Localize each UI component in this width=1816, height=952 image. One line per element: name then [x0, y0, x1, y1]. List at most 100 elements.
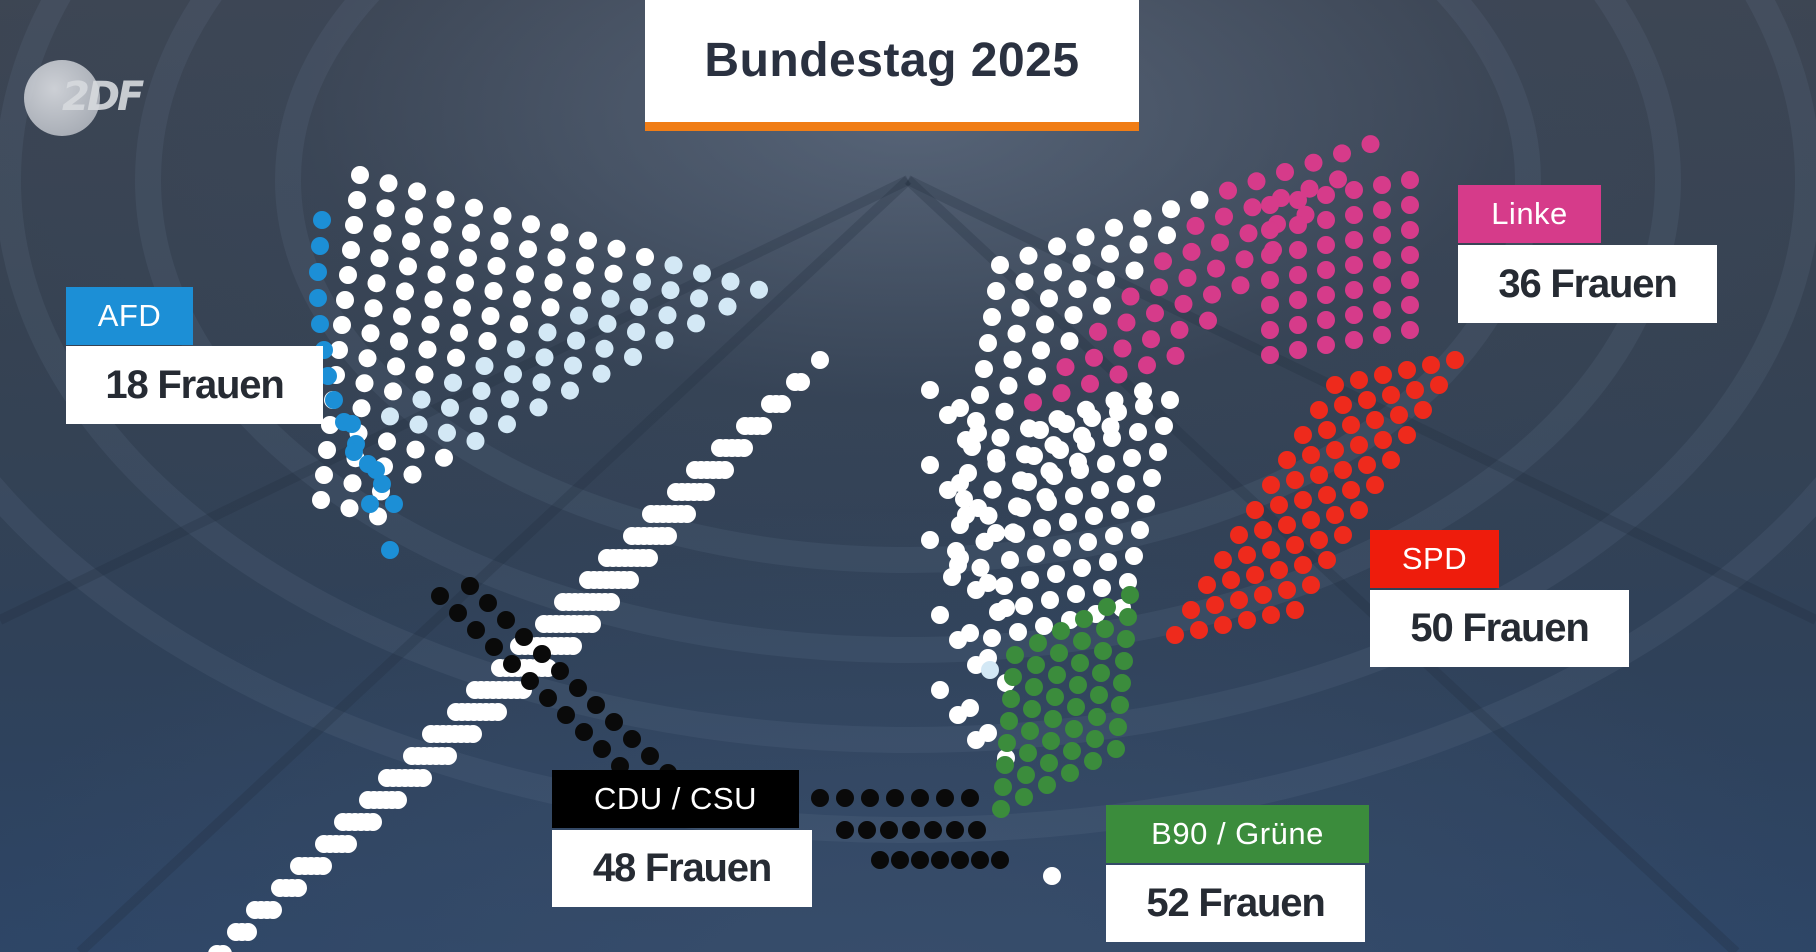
seat-dot-cdu-csu: [659, 527, 677, 545]
seat-dot-cdu-csu: [880, 821, 898, 839]
seat-dot-white: [1072, 254, 1091, 273]
seat-dot-cdu-csu: [289, 879, 307, 897]
seat-dot-white: [544, 273, 563, 292]
seat-dot-cdu-csu: [623, 730, 641, 748]
seat-dot-white: [1047, 565, 1065, 583]
seat-dot-white: [1019, 246, 1038, 265]
seat-dot-white: [1052, 384, 1071, 403]
seat-dot-white: [995, 402, 1014, 421]
seat-dot-spd: [1334, 396, 1352, 414]
seat-dot-b90-gruene: [1065, 720, 1083, 738]
seat-dot-b90-gruene: [1015, 788, 1033, 806]
seat-dot-linke: [1401, 321, 1419, 339]
seat-dot-white: [1009, 623, 1027, 641]
seat-dot-spd: [1342, 481, 1360, 499]
seat-dot-white: [576, 256, 594, 275]
seat-dot-b90-gruene: [1052, 622, 1070, 640]
seat-dot-spd: [1198, 576, 1216, 594]
seat-dot-white: [1051, 441, 1069, 459]
seat-dot-cdu-csu: [641, 747, 659, 765]
seat-dot-linke: [1345, 331, 1363, 349]
seat-dot-white: [564, 356, 582, 375]
seat-dot-white: [1083, 409, 1101, 427]
seat-dot-white: [1129, 423, 1147, 441]
seat-dot-white: [624, 348, 642, 366]
seat-dot-white: [949, 706, 967, 724]
seat-dot-spd: [1334, 526, 1352, 544]
seat-dot-white: [478, 332, 497, 350]
seat-dot-white: [321, 416, 339, 434]
seat-dot-white: [1024, 393, 1042, 412]
seat-dot-b90-gruene: [1098, 598, 1116, 616]
seat-dot-white: [378, 432, 396, 451]
seat-dot-b90-gruene: [1084, 752, 1102, 770]
seat-dot-white: [504, 365, 522, 384]
seat-dot-cdu-csu: [515, 628, 533, 646]
seat-dot-cdu-csu: [836, 821, 854, 839]
seat-dot-spd: [1350, 436, 1368, 454]
seat-dot-spd: [1230, 526, 1248, 544]
seat-dot-white: [1031, 421, 1049, 439]
seat-dot-b90-gruene: [1002, 690, 1020, 708]
seat-dot-linke: [1261, 271, 1279, 289]
seat-dot-white: [1053, 539, 1071, 557]
seat-dot-white: [351, 166, 369, 184]
seat-dot-cdu-csu: [792, 373, 810, 391]
seat-dot-linke: [1289, 266, 1307, 284]
party-count-afd: 18 Frauen: [66, 346, 323, 424]
seat-dot-white: [390, 332, 408, 351]
seat-dot-white: [1211, 233, 1229, 252]
seat-dot-white: [971, 386, 989, 404]
seat-dot-white: [1003, 350, 1022, 369]
seat-dot-linke: [1317, 336, 1335, 354]
seat-dot-white: [1067, 585, 1085, 603]
seat-dot-afd: [381, 541, 399, 559]
party-count-cdu-csu: 48 Frauen: [552, 830, 812, 907]
seat-dot-spd: [1326, 441, 1344, 459]
seat-dot-white: [1161, 391, 1179, 409]
seat-dot-spd: [1206, 596, 1224, 614]
seat-dot-linke: [1373, 176, 1391, 194]
seat-dot-white: [979, 334, 997, 352]
seat-dot-white: [444, 373, 462, 392]
seat-dot-b90-gruene: [1000, 712, 1018, 730]
seat-dot-cdu-csu: [735, 439, 753, 457]
seat-dot-white: [1166, 346, 1185, 365]
seat-dot-spd: [1350, 501, 1368, 519]
seat-dot-cdu-csu: [773, 395, 791, 413]
seat-dot-spd: [1270, 561, 1288, 579]
seat-dot-spd: [1214, 551, 1232, 569]
seat-dot-b90-gruene: [996, 756, 1014, 774]
seat-dot-white: [441, 398, 459, 417]
seat-dot-linke: [1401, 171, 1419, 189]
seat-dot-white: [1056, 358, 1075, 377]
seat-dot-white: [403, 465, 422, 484]
seat-dot-white: [995, 577, 1013, 595]
seat-dot-cdu-csu: [924, 821, 942, 839]
seat-dot-white: [661, 281, 680, 300]
seat-dot-cdu-csu: [621, 571, 639, 589]
seat-dot-white: [987, 454, 1006, 473]
seat-dot-white: [342, 241, 360, 259]
seat-dot-white: [1013, 499, 1031, 517]
seat-dot-white: [975, 360, 993, 378]
seat-dot-white: [991, 428, 1010, 447]
seat-dot-linke: [1289, 191, 1307, 209]
seat-dot-white: [358, 349, 377, 368]
seat-dot-b90-gruene: [1086, 730, 1104, 748]
seat-dot-white: [921, 381, 939, 399]
seat-dot-linke: [1317, 186, 1335, 204]
seat-dot-linke: [1289, 341, 1307, 359]
seat-dot-b90-gruene: [1004, 668, 1022, 686]
seat-dot-spd: [1446, 351, 1464, 369]
seat-dot-cdu-csu: [533, 645, 551, 663]
seat-dot-white: [595, 339, 614, 358]
seat-dot-white: [1019, 473, 1037, 491]
seat-dot-white: [1149, 443, 1167, 461]
seat-dot-white: [975, 532, 994, 551]
seat-dot-white: [1235, 250, 1254, 269]
seat-dot-cdu-csu: [640, 549, 658, 567]
seat-dot-white: [1068, 280, 1087, 299]
seat-dot-spd: [1334, 461, 1352, 479]
